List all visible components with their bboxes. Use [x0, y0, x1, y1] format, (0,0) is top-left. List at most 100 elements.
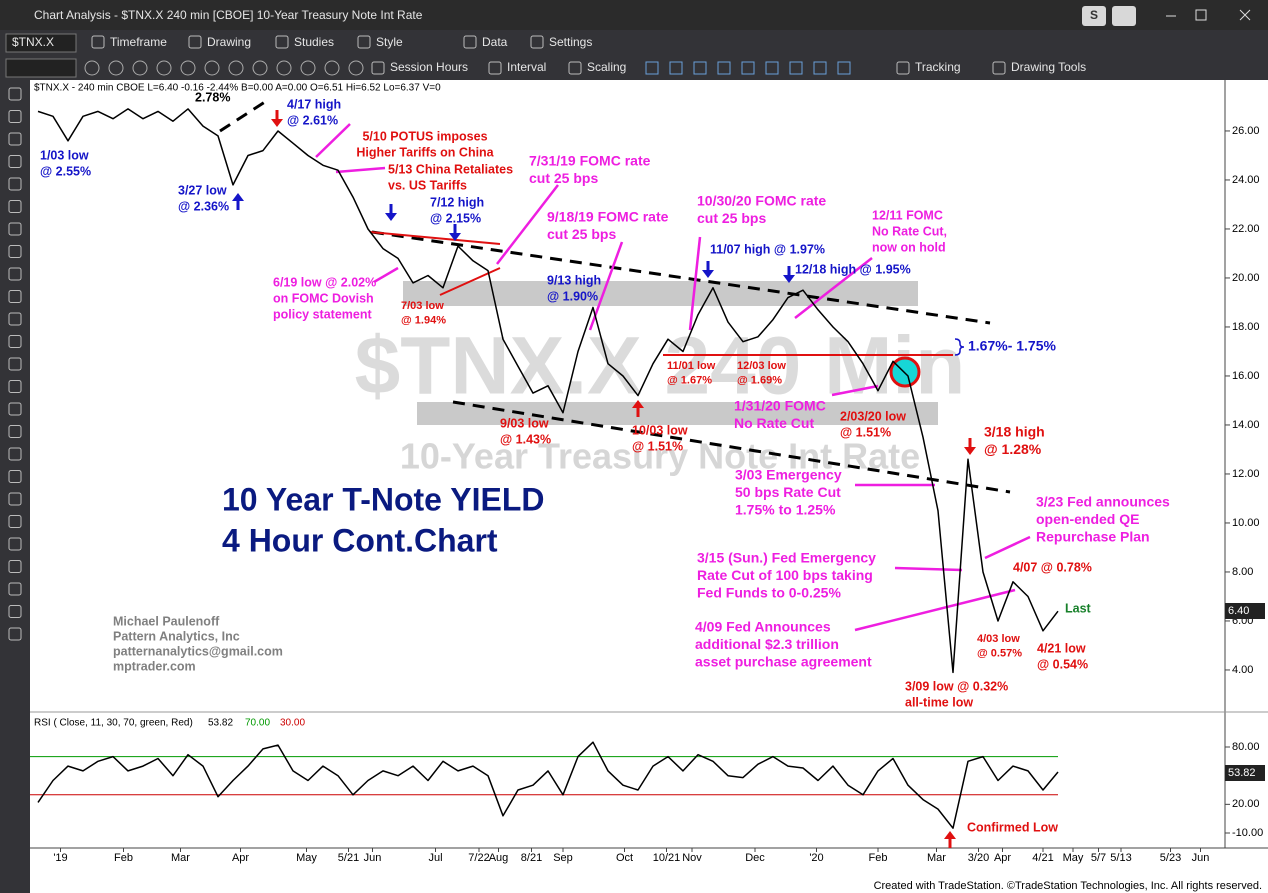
- annotation: @ 1.69%: [737, 374, 782, 386]
- toolbar-icon[interactable]: [645, 61, 659, 75]
- toolbar-icon[interactable]: [275, 35, 289, 49]
- annotation: policy statement: [273, 307, 372, 321]
- drawing-tool[interactable]: [8, 200, 22, 213]
- toolbar-icon[interactable]: [91, 35, 105, 49]
- settings-button[interactable]: [1112, 6, 1136, 26]
- drawing-tool[interactable]: [8, 627, 22, 641]
- toolbar-icon[interactable]: [741, 61, 755, 75]
- toolbar-icon[interactable]: [992, 61, 1006, 75]
- close[interactable]: [1239, 9, 1251, 21]
- pointer: [688, 236, 702, 331]
- toolbar-icon[interactable]: [463, 35, 477, 49]
- toolbar-icon[interactable]: [789, 61, 803, 75]
- toolbar-icon[interactable]: [276, 60, 292, 76]
- drawing-tool[interactable]: [8, 492, 22, 506]
- drawing-tool[interactable]: [8, 380, 22, 393]
- toolbar-icon[interactable]: [348, 60, 364, 76]
- toolbar-icon[interactable]: [371, 61, 385, 75]
- toolbar-button[interactable]: Data: [482, 35, 508, 49]
- toolbar-button[interactable]: Interval: [507, 60, 546, 74]
- maximize[interactable]: [1195, 9, 1207, 21]
- drawing-tool[interactable]: [8, 582, 22, 596]
- toolbar-button[interactable]: Drawing: [207, 35, 251, 49]
- toolbar-icon[interactable]: [132, 60, 148, 76]
- drawing-tool[interactable]: [8, 110, 22, 123]
- toolbar-button[interactable]: Studies: [294, 35, 334, 49]
- toolbar-icon[interactable]: [180, 60, 196, 76]
- drawing-tool[interactable]: [8, 155, 22, 168]
- drawing-tool[interactable]: [8, 515, 22, 528]
- annotation: @ 0.54%: [1037, 657, 1088, 671]
- pointer: [315, 123, 351, 158]
- toolbar-icon[interactable]: [188, 35, 202, 49]
- annotation: 5/10 POTUS imposes: [362, 129, 487, 143]
- window-title: Chart Analysis - $TNX.X 240 min [CBOE] 1…: [34, 8, 423, 22]
- y-tick-label: 26.00: [1232, 125, 1260, 137]
- arrow-head: [232, 193, 244, 201]
- drawing-tool[interactable]: [8, 222, 22, 236]
- drawing-tool[interactable]: [8, 177, 22, 191]
- profile-button[interactable]: [1082, 6, 1106, 26]
- annotation: @ 0.57%: [977, 647, 1022, 659]
- drawing-tool[interactable]: [8, 357, 22, 371]
- toolbar-icon[interactable]: [896, 61, 910, 75]
- x-tick-label: 5/7: [1091, 852, 1106, 864]
- toolbar-button[interactable]: Scaling: [587, 60, 626, 74]
- annotation: Repurchase Plan: [1036, 529, 1150, 545]
- drawing-tool[interactable]: [8, 87, 22, 101]
- toolbar-button[interactable]: Settings: [549, 35, 592, 49]
- toolbar-icon[interactable]: [156, 60, 172, 76]
- toolbar-icon[interactable]: [765, 61, 779, 75]
- drawing-tool[interactable]: [8, 132, 22, 146]
- drawing-tool[interactable]: [8, 537, 22, 551]
- toolbar-icon[interactable]: [693, 61, 707, 75]
- trend-line: [452, 400, 1011, 494]
- toolbar-button[interactable]: Drawing Tools: [1011, 60, 1086, 74]
- watermark-description: 10-Year Treasury Note Int Rate: [400, 436, 920, 477]
- pointer: [373, 266, 399, 284]
- drawing-tool[interactable]: [8, 312, 22, 326]
- symbol-box[interactable]: [5, 33, 77, 53]
- toolbar-icon[interactable]: [228, 60, 244, 76]
- annotation: 1/03 low: [40, 148, 89, 162]
- toolbar-icon[interactable]: [488, 61, 502, 75]
- drawing-tool[interactable]: [8, 402, 22, 416]
- drawing-tool[interactable]: [8, 605, 22, 618]
- credit: Michael Paulenoff: [113, 614, 220, 628]
- arrow-head: [964, 447, 976, 455]
- toolbar-icon[interactable]: [108, 60, 124, 76]
- x-tick-label: 10/21: [653, 852, 681, 864]
- toolbar-icon[interactable]: [84, 60, 100, 76]
- toolbar-icon[interactable]: [324, 60, 340, 76]
- drawing-tool[interactable]: [8, 447, 22, 461]
- toolbar-icon[interactable]: [669, 61, 683, 75]
- toolbar-button[interactable]: Style: [376, 35, 403, 49]
- toolbar-button[interactable]: Timeframe: [110, 35, 167, 49]
- toolbar-icon[interactable]: [568, 61, 582, 75]
- x-tick-label: Sep: [553, 852, 573, 864]
- interval-box[interactable]: [5, 58, 77, 78]
- toolbar-icon[interactable]: [300, 60, 316, 76]
- toolbar-icon[interactable]: [837, 61, 851, 75]
- drawing-tool[interactable]: [8, 560, 22, 573]
- toolbar-icon[interactable]: [717, 61, 731, 75]
- toolbar-icon[interactable]: [813, 61, 827, 75]
- annotation: 3/15 (Sun.) Fed Emergency: [697, 550, 876, 566]
- drawing-tool[interactable]: [8, 267, 22, 281]
- x-tick-label: 5/13: [1110, 852, 1131, 864]
- toolbar-icon[interactable]: [204, 60, 220, 76]
- toolbar-icon[interactable]: [252, 60, 268, 76]
- drawing-tool[interactable]: [8, 470, 22, 483]
- drawing-tool[interactable]: [8, 425, 22, 438]
- drawing-tool[interactable]: [8, 245, 22, 258]
- drawing-tool[interactable]: [8, 290, 22, 303]
- annotation: 3/18 high: [984, 424, 1045, 440]
- pointer: [984, 535, 1031, 560]
- y-tick-label: 22.00: [1232, 223, 1260, 235]
- toolbar-button[interactable]: Session Hours: [390, 60, 468, 74]
- drawing-tool[interactable]: [8, 335, 22, 348]
- annotation: 1.75% to 1.25%: [735, 502, 836, 518]
- toolbar-icon[interactable]: [357, 35, 371, 49]
- toolbar-icon[interactable]: [530, 35, 544, 49]
- toolbar-button[interactable]: Tracking: [915, 60, 961, 74]
